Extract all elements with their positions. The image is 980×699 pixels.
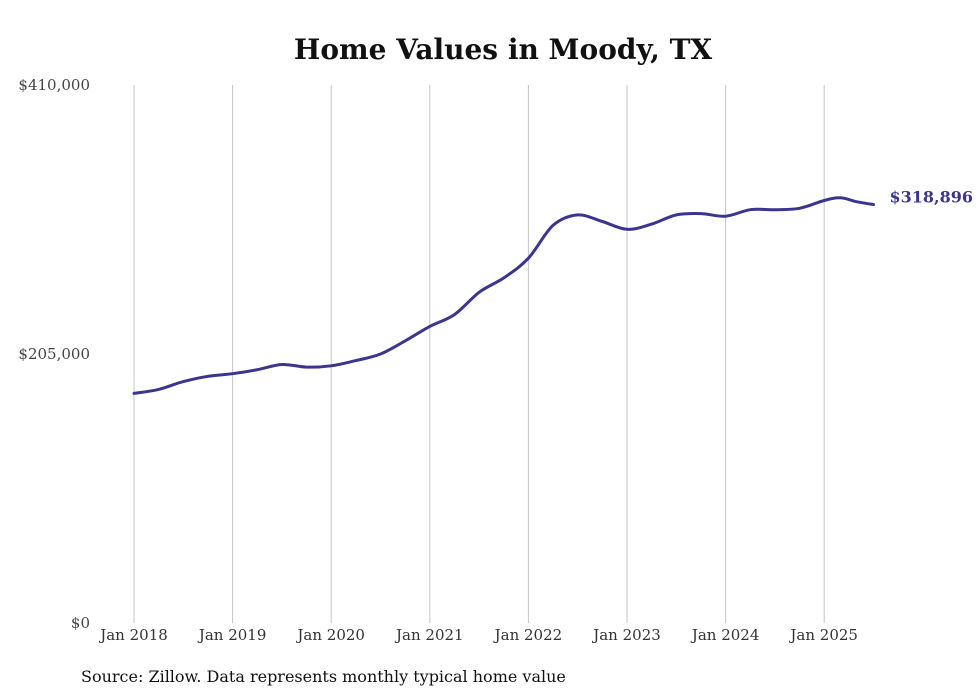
y-axis-ticks: $0 $205,000 $410,000 [18,76,90,632]
x-tick-label: Jan 2025 [788,626,858,644]
x-tick-label: Jan 2020 [295,626,365,644]
end-value-label: $318,896 [890,188,974,207]
y-tick-label: $410,000 [18,76,90,94]
x-axis-ticks: Jan 2018 Jan 2019 Jan 2020 Jan 2021 Jan 2022… [98,626,858,644]
x-tick-label: Jan 2018 [98,626,168,644]
source-note: Source: Zillow. Data represents monthly … [81,667,566,686]
chart-title: Home Values in Moody, TX [294,33,713,66]
x-tick-label: Jan 2024 [690,626,760,644]
grid-lines [133,85,825,623]
x-tick-label: Jan 2019 [197,626,267,644]
y-tick-label: $0 [71,614,90,632]
x-tick-label: Jan 2022 [493,626,563,644]
x-tick-label: Jan 2021 [394,626,464,644]
x-tick-label: Jan 2023 [591,626,661,644]
series-line [132,196,875,395]
y-tick-label: $205,000 [18,345,90,363]
